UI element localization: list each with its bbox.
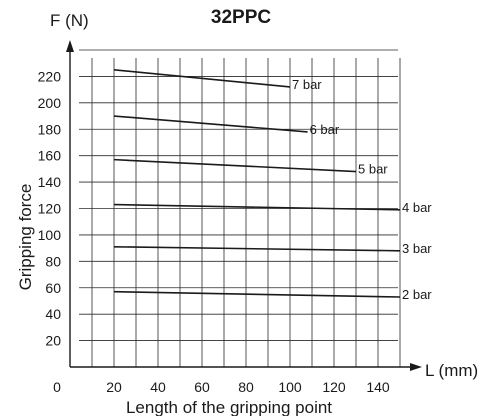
x-tick-label: 120 xyxy=(322,379,346,395)
y-tick-label: 120 xyxy=(38,201,62,217)
series-line xyxy=(113,115,308,133)
x-tick-label: 0 xyxy=(53,379,61,395)
y-tick-label: 180 xyxy=(38,121,62,137)
series-label: 2 bar xyxy=(402,287,432,302)
x-axis-symbol: L (mm) xyxy=(425,361,478,380)
y-tick-label: 140 xyxy=(38,174,62,190)
chart-series xyxy=(113,69,401,298)
series-label: 6 bar xyxy=(310,122,340,137)
series-label: 7 bar xyxy=(292,77,322,92)
x-tick-label: 140 xyxy=(366,379,390,395)
series-label: 4 bar xyxy=(402,200,432,215)
y-axis-title: Gripping force xyxy=(16,184,35,291)
series-line xyxy=(113,203,401,211)
series-line xyxy=(113,246,401,252)
series-line xyxy=(113,290,401,298)
y-axis-symbol: F (N) xyxy=(50,11,89,30)
y-axis-arrow-icon xyxy=(66,40,74,52)
series-label: 3 bar xyxy=(402,241,432,256)
x-tick-label: 20 xyxy=(106,379,122,395)
chart-title: 32PPC xyxy=(211,7,271,28)
y-tick-label: 220 xyxy=(38,68,62,84)
chart-grid xyxy=(79,49,401,367)
series-label: 5 bar xyxy=(358,162,388,177)
x-tick-label: 40 xyxy=(150,379,166,395)
x-tick-label: 80 xyxy=(238,379,254,395)
series-line xyxy=(113,69,291,88)
y-tick-label: 20 xyxy=(45,333,61,349)
x-tick-label: 60 xyxy=(194,379,210,395)
chart-axes xyxy=(66,40,422,371)
y-tick-label: 200 xyxy=(38,95,62,111)
y-tick-label: 40 xyxy=(45,306,61,322)
x-tick-label: 100 xyxy=(278,379,302,395)
x-axis-title: Length of the gripping point xyxy=(126,398,332,416)
y-tick-label: 160 xyxy=(38,148,62,164)
chart-labels: 0 20 40 60 80 100 120 140 20 40 60 80 100 120 140 160 18… xyxy=(16,7,478,416)
x-axis-arrow-icon xyxy=(410,363,422,371)
y-tick-label: 100 xyxy=(38,227,62,243)
y-tick-label: 60 xyxy=(45,280,61,296)
y-tick-label: 80 xyxy=(45,253,61,269)
series-line xyxy=(113,158,357,173)
